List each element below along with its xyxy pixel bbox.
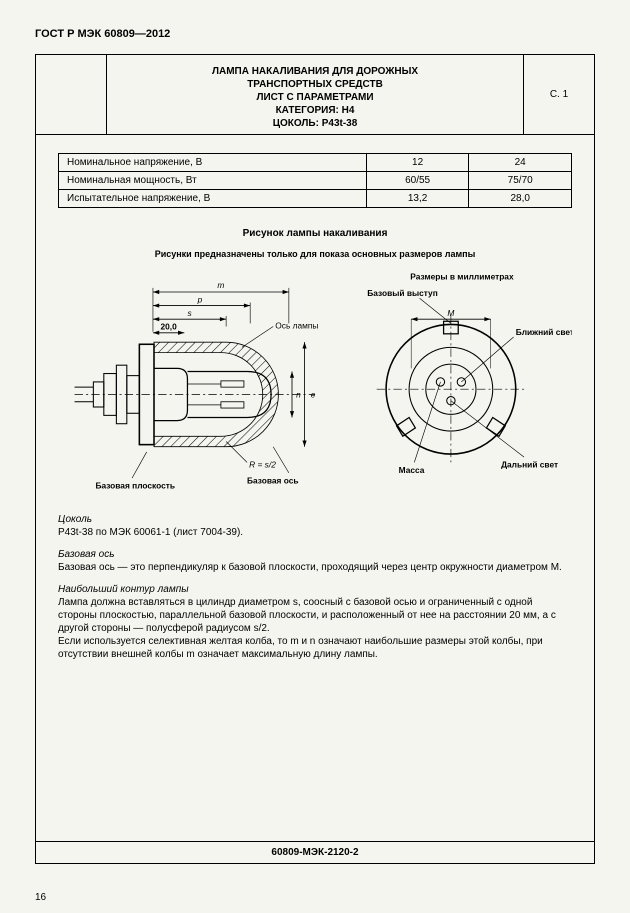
title-line3: ЛИСТ С ПАРАМЕТРАМИ xyxy=(107,91,523,104)
param-value: 13,2 xyxy=(366,190,469,208)
param-value: 28,0 xyxy=(469,190,572,208)
para-body: Лампа должна вставляться в цилиндр диаме… xyxy=(58,596,572,635)
radius-label: R = s/2 xyxy=(249,460,276,470)
title-line4: КАТЕГОРИЯ: H4 xyxy=(107,104,523,117)
para-body: Базовая ось — это перпендикуляр к базово… xyxy=(58,561,572,574)
title-line2: ТРАНСПОРТНЫХ СРЕДСТВ xyxy=(107,78,523,91)
title-line1: ЛАМПА НАКАЛИВАНИЯ ДЛЯ ДОРОЖНЫХ xyxy=(107,65,523,78)
table-row: Испытательное напряжение, В 13,2 28,0 xyxy=(59,190,572,208)
param-value: 75/70 xyxy=(469,172,572,190)
mass-label: Масса xyxy=(399,465,425,475)
title-center: ЛАМПА НАКАЛИВАНИЯ ДЛЯ ДОРОЖНЫХ ТРАНСПОРТ… xyxy=(106,55,524,134)
dim-20: 20,0 xyxy=(160,322,177,332)
title-page: С. 1 xyxy=(524,55,594,134)
title-left-blank xyxy=(36,55,106,134)
page-number: 16 xyxy=(35,892,46,903)
footer-code: 60809-МЭК-2120-2 xyxy=(36,841,594,863)
para-base-axis: Базовая ось Базовая ось — это перпендику… xyxy=(58,548,572,574)
para-head: Цоколь xyxy=(58,513,572,526)
dim-n: n xyxy=(296,390,301,400)
low-beam-label: Ближний свет xyxy=(516,327,572,337)
parameters-table: Номинальное напряжение, В 12 24 Номиналь… xyxy=(58,153,572,208)
param-label: Испытательное напряжение, В xyxy=(59,190,367,208)
para-head: Базовая ось xyxy=(58,548,572,561)
lamp-diagram: Размеры в миллиметрах m p s 2 xyxy=(58,269,572,499)
dim-s: s xyxy=(187,308,192,318)
base-axis-label-1: Базовая ось xyxy=(247,475,298,485)
param-value: 60/55 xyxy=(366,172,469,190)
dim-p: p xyxy=(197,294,203,304)
dim-m: m xyxy=(217,280,224,290)
axis-label: Ось лампы xyxy=(275,321,318,331)
param-value: 24 xyxy=(469,154,572,172)
base-ledge-label: Базовый выступ xyxy=(367,288,437,298)
figure-title: Рисунок лампы накаливания xyxy=(58,228,572,239)
para-head: Наибольший контур лампы xyxy=(58,583,572,596)
para-contour: Наибольший контур лампы Лампа должна вст… xyxy=(58,583,572,661)
table-row: Номинальная мощность, Вт 60/55 75/70 xyxy=(59,172,572,190)
document-frame: ЛАМПА НАКАЛИВАНИЯ ДЛЯ ДОРОЖНЫХ ТРАНСПОРТ… xyxy=(35,54,595,864)
param-label: Номинальное напряжение, В xyxy=(59,154,367,172)
content-area: Номинальное напряжение, В 12 24 Номиналь… xyxy=(36,135,594,680)
base-plane-label: Базовая плоскость xyxy=(95,481,175,491)
para-body: P43t-38 по МЭК 60061-1 (лист 7004-39). xyxy=(58,526,572,539)
para-cap: Цоколь P43t-38 по МЭК 60061-1 (лист 7004… xyxy=(58,513,572,539)
high-beam-label: Дальний свет xyxy=(501,460,558,470)
title-line5: ЦОКОЛЬ: P43t-38 xyxy=(107,117,523,130)
doc-code: ГОСТ Р МЭК 60809—2012 xyxy=(35,28,595,40)
units-label: Размеры в миллиметрах xyxy=(410,271,514,281)
para-body: Если используется селективная желтая кол… xyxy=(58,635,572,661)
param-value: 12 xyxy=(366,154,469,172)
param-label: Номинальная мощность, Вт xyxy=(59,172,367,190)
table-row: Номинальное напряжение, В 12 24 xyxy=(59,154,572,172)
dim-e: e xyxy=(311,390,316,400)
dim-M: M xyxy=(447,308,454,318)
title-box: ЛАМПА НАКАЛИВАНИЯ ДЛЯ ДОРОЖНЫХ ТРАНСПОРТ… xyxy=(36,55,594,135)
figure-subtitle: Рисунки предназначены только для показа … xyxy=(58,249,572,259)
